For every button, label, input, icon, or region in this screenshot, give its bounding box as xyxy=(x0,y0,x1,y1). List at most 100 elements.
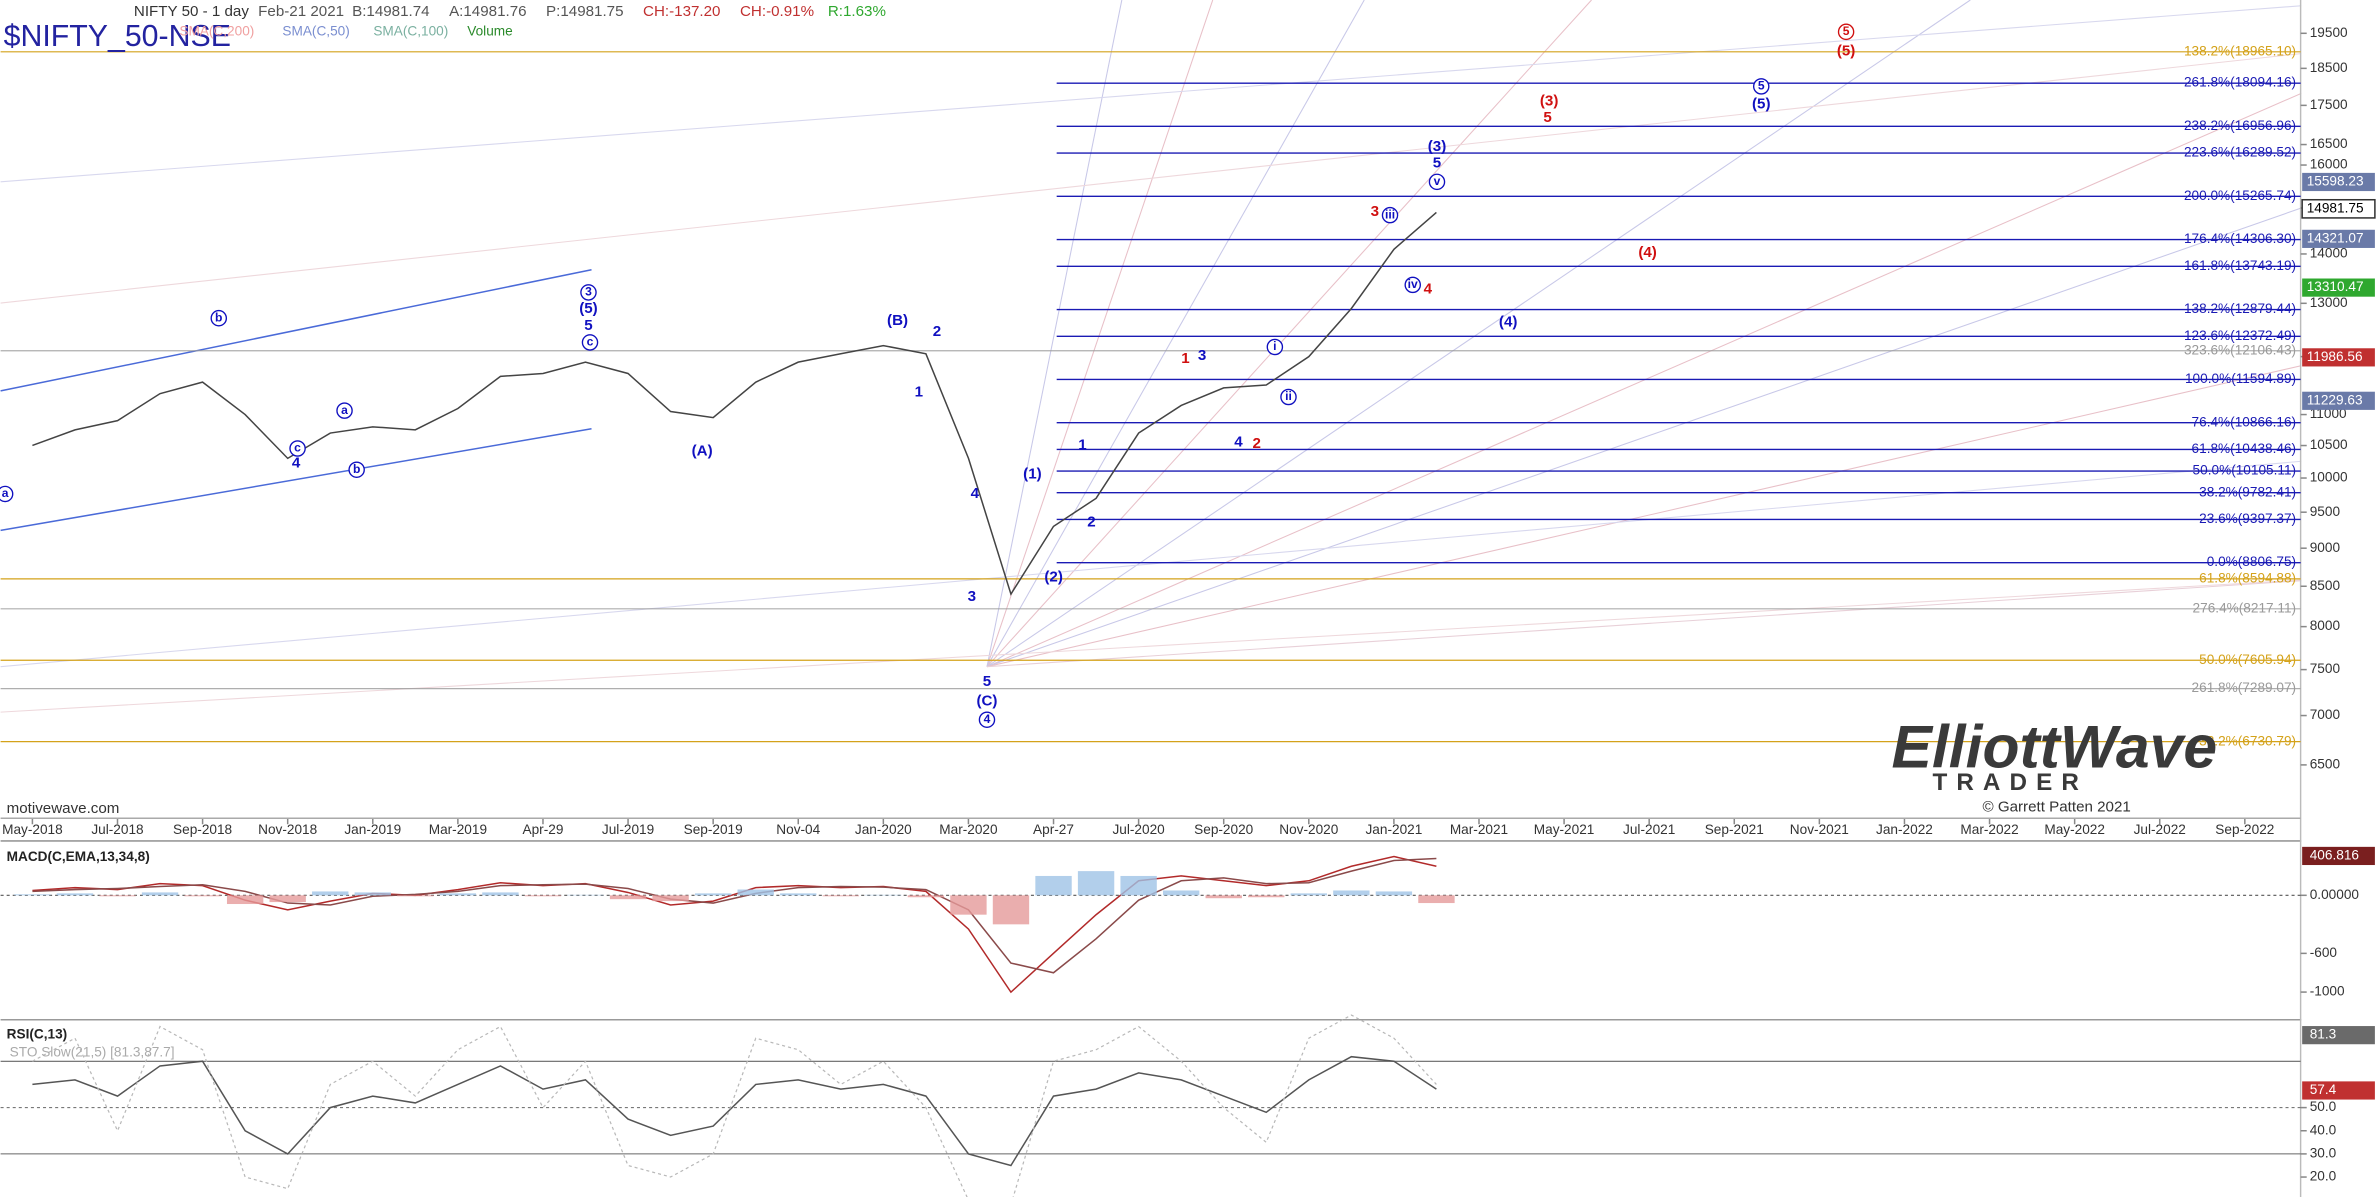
x-tick-label: Nov-2020 xyxy=(1279,822,1338,837)
value-tag xyxy=(2302,1081,2375,1100)
logo-title: ElliottWave xyxy=(1892,713,2217,781)
wave-circle xyxy=(210,309,228,327)
indicator-label: SMA(C,100) xyxy=(373,23,448,38)
price-line xyxy=(32,857,1437,974)
logo-subtitle: TRADER xyxy=(1932,769,2088,796)
wave-circle xyxy=(1266,338,1284,356)
fan-line xyxy=(986,0,1971,668)
indicator-label: SMA(C,200) xyxy=(179,23,254,38)
x-tick-label: Mar-2019 xyxy=(429,822,487,837)
channel-line xyxy=(0,268,592,392)
indicator-label: Volume xyxy=(467,23,512,38)
y-tick-label: -1000 xyxy=(2310,984,2345,999)
fan-line xyxy=(986,347,2377,668)
y-tick-label: 16000 xyxy=(2310,157,2348,172)
wave-label: 2 xyxy=(1087,514,1095,531)
x-tick-label: Jan-2022 xyxy=(1876,822,1933,837)
wave-label: 3 xyxy=(585,285,592,299)
fib-label: 76.4%(10866.16) xyxy=(2192,414,2297,429)
x-tick-label: Mar-2020 xyxy=(939,822,998,837)
wave-label: 2 xyxy=(933,323,941,340)
wave-label: 3 xyxy=(968,588,976,605)
wave-circle xyxy=(1837,23,1855,41)
y-tick-label: 11000 xyxy=(2310,406,2347,421)
value-tag-label: 57.4 xyxy=(2310,1082,2337,1097)
wave-label: (4) xyxy=(1499,314,1518,331)
wave-label: iii xyxy=(1385,207,1395,221)
fib-label: 238.2%(16956.96) xyxy=(2184,118,2296,133)
y-tick-label: 6500 xyxy=(2310,756,2341,771)
indicator-label: SMA(C,50) xyxy=(282,23,349,38)
wave-circle xyxy=(348,461,365,478)
x-tick-label: Mar-2021 xyxy=(1450,822,1508,837)
fib-label: 200.0%(15265.74) xyxy=(2184,188,2296,203)
panel-subtitle: STO Slow(21,5) [81.3,87.7] xyxy=(10,1045,175,1060)
histogram-bar xyxy=(226,895,264,905)
histogram-bar xyxy=(439,893,477,896)
wave-label: (3) xyxy=(1540,93,1559,110)
wave-label: (2) xyxy=(1044,568,1063,585)
histogram-bar xyxy=(56,893,94,896)
wave-label: (C) xyxy=(976,693,997,710)
date: Feb-21 2021 xyxy=(258,3,344,20)
wave-circle xyxy=(336,402,353,419)
wave-circle xyxy=(1381,206,1399,224)
y-tick-label: 16500 xyxy=(2310,136,2348,151)
wave-label: 1 xyxy=(1181,350,1189,367)
y-tick-label: 10000 xyxy=(2310,470,2348,485)
y-tick-label: 9500 xyxy=(2310,504,2341,519)
wave-label: c xyxy=(294,441,301,455)
y-tick-label: 18500 xyxy=(2310,60,2348,75)
fan-line xyxy=(0,575,2377,713)
fan-line xyxy=(986,0,1592,668)
histogram-bar xyxy=(1375,891,1413,896)
price-tag-label: 14321.07 xyxy=(2307,230,2364,245)
x-tick-label: Sep-2019 xyxy=(684,822,743,837)
histogram-bar xyxy=(354,892,391,896)
wave-circle xyxy=(580,284,597,301)
footer: motivewave.com xyxy=(7,800,120,817)
x-tick-label: Nov-2021 xyxy=(1790,822,1849,837)
price-tag xyxy=(2302,391,2375,410)
x-tick-label: Jul-2020 xyxy=(1112,822,1165,837)
wave-label: 4 xyxy=(984,712,991,726)
histogram-bar xyxy=(269,895,306,903)
wave-label: 2 xyxy=(1252,435,1260,452)
fib-label: 23.6%(9397.37) xyxy=(2199,511,2296,526)
histogram-bar xyxy=(737,889,774,896)
y-tick-label: 14000 xyxy=(2310,246,2348,261)
wave-circle xyxy=(0,485,14,503)
chart-title: $NIFTY_50-NSE xyxy=(4,20,231,53)
wave-label: 5 xyxy=(1433,155,1441,172)
wave-label: (3) xyxy=(1428,138,1447,155)
price-tag xyxy=(2302,229,2375,248)
fan-line xyxy=(0,0,2377,183)
y-tick-label: -600 xyxy=(2310,945,2338,960)
fib-label: 50.0%(10105.11) xyxy=(2193,463,2297,478)
wave-label: 5 xyxy=(983,673,991,690)
histogram-bar xyxy=(1333,890,1370,896)
wave-label: 5 xyxy=(1843,24,1850,38)
wave-label: (5) xyxy=(579,300,598,317)
x-tick-label: Nov-04 xyxy=(776,822,820,837)
price-tag-label: 13310.47 xyxy=(2307,279,2364,294)
histogram-bar xyxy=(1418,895,1455,904)
price-tag-label: 15598.23 xyxy=(2307,174,2364,189)
x-tick-label: Mar-2022 xyxy=(1960,822,2018,837)
x-tick-label: Sep-2021 xyxy=(1705,822,1764,837)
fib-label: 50.0%(7605.94) xyxy=(2199,652,2296,667)
wave-label: 3 xyxy=(1198,347,1206,364)
histogram-bar xyxy=(1162,890,1200,896)
panel-title: MACD(C,EMA,13,34,8) xyxy=(7,849,150,864)
wave-label: a xyxy=(2,486,9,500)
wave-circle xyxy=(289,440,306,457)
histogram-bar xyxy=(780,893,817,896)
fan-line xyxy=(986,60,2377,668)
fib-label: 0.0%(8806.75) xyxy=(2207,554,2296,569)
histogram-bar xyxy=(652,895,689,902)
price-tag xyxy=(2302,172,2375,192)
symbol-name: NIFTY 50 - 1 day xyxy=(134,3,249,20)
wave-label: (5) xyxy=(1837,43,1856,60)
